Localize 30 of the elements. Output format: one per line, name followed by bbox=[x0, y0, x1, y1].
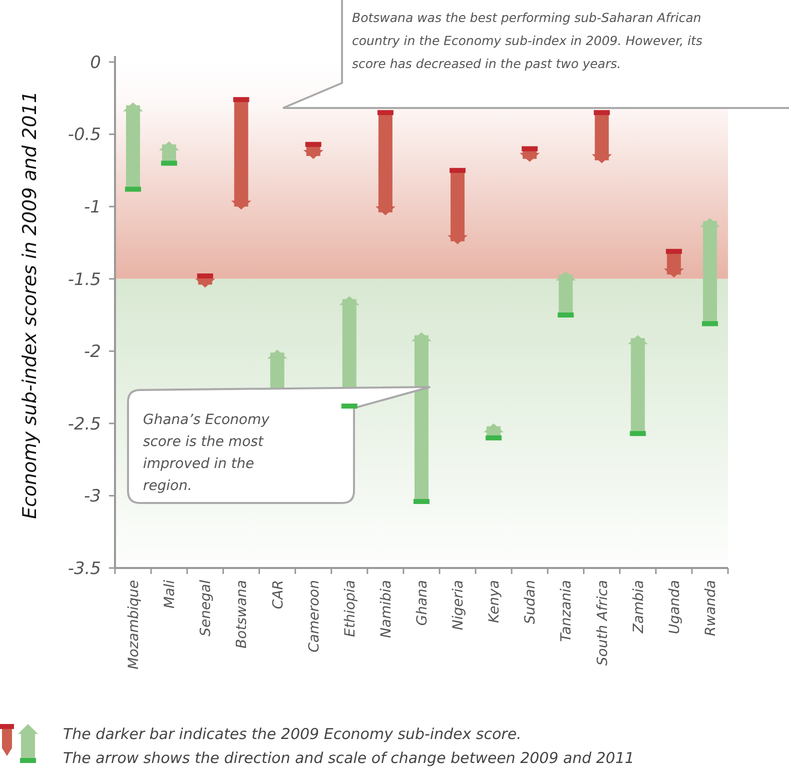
y-tick-label: -1.5 bbox=[68, 270, 101, 290]
x-tick-label: Zambia bbox=[630, 580, 647, 634]
y-tick-label: -3 bbox=[84, 486, 101, 507]
x-tick-label: Ghana bbox=[414, 580, 430, 626]
x-tick-label: Senegal bbox=[198, 580, 214, 636]
text: The arrow shows the direction and scale of change between 2009 and 2011 bbox=[63, 749, 634, 767]
text: The darker bar indicates the 2009 Economy sub-index score. bbox=[63, 725, 522, 743]
x-tick-label: South Africa bbox=[594, 580, 611, 666]
x-tick-label: Nigeria bbox=[450, 580, 467, 630]
x-tick-label: Cameroon bbox=[306, 580, 322, 652]
x-tick-label: Botswana bbox=[234, 580, 250, 648]
x-tick-label: Ethiopia bbox=[342, 580, 358, 638]
y-tick-label: -0.5 bbox=[68, 125, 101, 146]
y-axis-title: Economy sub-index scores in 2009 and 2011 bbox=[19, 90, 41, 520]
x-tick-label: Uganda bbox=[666, 580, 683, 634]
y-tick-label: 0 bbox=[90, 52, 101, 73]
x-tick-label: Kenya bbox=[486, 580, 503, 624]
x-tick-label: Sudan bbox=[522, 580, 539, 624]
x-tick-label: Rwanda bbox=[702, 580, 719, 636]
x-tick-label: CAR bbox=[270, 580, 286, 610]
y-tick-label: -3.5 bbox=[68, 558, 101, 579]
y-tick-label: -2 bbox=[84, 342, 101, 362]
y-tick-label: -2.5 bbox=[68, 414, 101, 434]
x-tick-label: Mali bbox=[162, 580, 178, 608]
y-tick-label: -1 bbox=[84, 198, 101, 218]
x-tick-label: Mozambique bbox=[126, 580, 142, 670]
x-tick-label: Tanzania bbox=[558, 580, 575, 642]
annotation: Ghana’s Economy score is the most improved in the region. bbox=[143, 412, 270, 494]
annotation: Botswana was the best performing sub-Saharan African country in the Economy sub-index in 2009. However, its score has decreased in the past two years. bbox=[352, 10, 703, 71]
x-tick-label: Namibia bbox=[378, 580, 394, 638]
